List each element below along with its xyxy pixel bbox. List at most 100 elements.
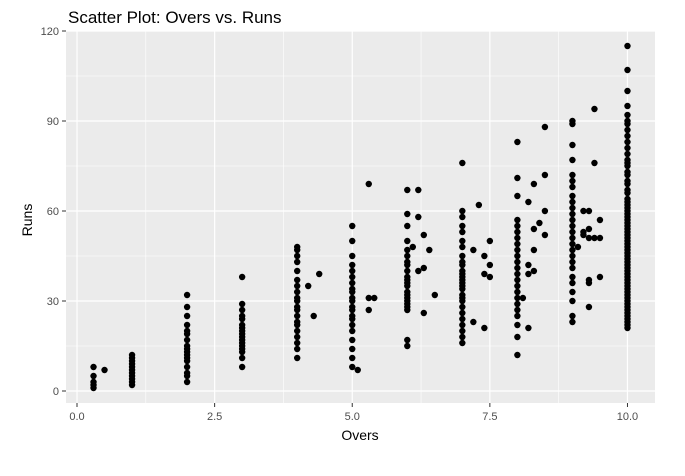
data-point [420, 264, 428, 272]
data-point [349, 327, 356, 335]
data-point [238, 363, 246, 371]
data-point [459, 303, 466, 311]
data-point [514, 300, 521, 308]
data-point [183, 357, 191, 365]
data-point [624, 42, 631, 50]
x-tick-label: 2.5 [207, 411, 222, 423]
data-point [354, 366, 361, 374]
data-point [349, 297, 356, 305]
data-point [569, 318, 576, 326]
data-point [459, 285, 466, 293]
data-point [90, 384, 97, 392]
x-tick-label: 10.0 [617, 411, 638, 423]
data-point [569, 171, 576, 179]
y-axis-ticks: 0 30 60 90 120 [41, 26, 66, 398]
data-point [624, 189, 631, 197]
data-point [183, 330, 191, 338]
data-point [514, 138, 521, 146]
data-point [404, 186, 411, 194]
data-point [596, 273, 604, 281]
data-point [349, 273, 356, 281]
data-point [486, 237, 494, 245]
data-point [530, 180, 538, 188]
data-point [541, 231, 549, 239]
data-point [569, 246, 576, 254]
data-point [293, 246, 301, 254]
data-point [293, 354, 301, 362]
data-point [183, 372, 191, 380]
data-point [585, 234, 593, 242]
data-point [90, 363, 97, 371]
data-point [316, 270, 323, 278]
y-tick-label: 120 [41, 26, 59, 38]
data-point [349, 315, 356, 323]
data-point [420, 309, 428, 317]
minor-gridlines [66, 31, 655, 403]
data-point [569, 210, 576, 218]
data-point [404, 261, 411, 269]
data-point [404, 306, 411, 314]
data-point [349, 345, 356, 353]
data-point [514, 258, 521, 266]
data-point [569, 234, 576, 242]
data-point [349, 321, 356, 329]
data-point [349, 288, 356, 296]
data-point [486, 261, 494, 269]
data-point [101, 366, 108, 374]
x-axis-title: Overs [341, 427, 378, 443]
data-point [514, 270, 521, 278]
data-point [525, 261, 532, 269]
data-point [293, 267, 301, 275]
data-point [431, 291, 439, 299]
data-point [404, 237, 411, 245]
data-point [404, 336, 411, 344]
data-point [569, 288, 576, 296]
data-point [415, 213, 422, 221]
data-point [541, 123, 549, 131]
data-point [459, 309, 466, 317]
data-point [569, 183, 576, 191]
data-point [183, 378, 191, 386]
data-point [624, 87, 631, 95]
data-point [183, 303, 191, 311]
data-point [525, 198, 532, 206]
data-point [470, 318, 477, 326]
data-point [238, 348, 246, 356]
data-point [404, 246, 411, 254]
data-point [569, 204, 576, 212]
data-point [238, 273, 246, 281]
data-point [404, 222, 411, 230]
data-point [530, 246, 538, 254]
data-point [569, 240, 576, 248]
data-point [596, 234, 604, 242]
data-point [310, 312, 317, 320]
x-tick-label: 0.0 [69, 411, 84, 423]
data-point [459, 321, 466, 329]
data-points [90, 42, 631, 392]
data-point [585, 225, 593, 233]
data-point [624, 144, 631, 152]
data-point [349, 222, 356, 230]
y-tick-label: 30 [47, 296, 59, 308]
data-point [415, 186, 422, 194]
data-point [624, 171, 631, 179]
data-point [420, 231, 428, 239]
data-point [409, 243, 416, 251]
data-point [569, 177, 576, 185]
data-point [591, 234, 598, 242]
data-point [569, 228, 576, 236]
data-point [624, 132, 631, 140]
data-point [293, 306, 301, 314]
data-point [624, 126, 631, 134]
data-point [514, 234, 521, 242]
data-point [349, 363, 356, 371]
data-point [536, 219, 543, 227]
data-point [459, 252, 466, 260]
y-axis-title: Runs [19, 204, 35, 237]
data-point [238, 354, 246, 362]
data-point [426, 246, 433, 254]
data-point [293, 345, 301, 353]
data-point [183, 336, 191, 344]
y-tick-label: 0 [53, 386, 59, 398]
data-point [415, 267, 422, 275]
